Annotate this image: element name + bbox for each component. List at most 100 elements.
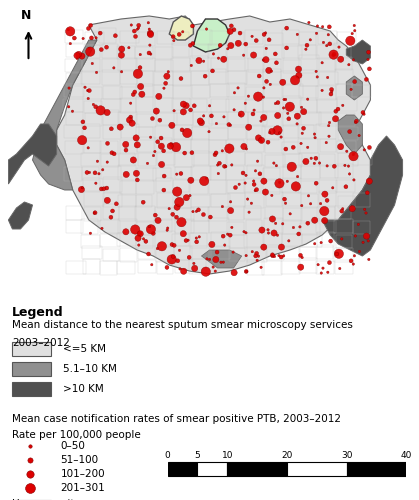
Point <box>290 224 297 232</box>
Point <box>266 129 273 137</box>
Point <box>215 170 222 177</box>
Point <box>176 198 183 206</box>
Point <box>274 112 281 120</box>
Point <box>86 168 93 176</box>
Bar <box>192 86 210 98</box>
Bar <box>174 110 193 124</box>
Bar <box>172 234 189 246</box>
Bar <box>283 84 303 98</box>
Point <box>190 208 197 216</box>
Bar <box>192 150 209 164</box>
Point <box>297 252 304 260</box>
Point <box>290 144 297 152</box>
Point <box>298 202 305 209</box>
Point <box>132 226 139 234</box>
Point <box>203 25 210 33</box>
Point <box>256 72 263 80</box>
Bar <box>283 165 301 180</box>
Bar <box>262 260 282 275</box>
Bar <box>316 218 336 234</box>
Point <box>285 237 292 245</box>
Point <box>99 166 106 174</box>
Point <box>361 206 368 214</box>
Point <box>240 169 246 177</box>
Point <box>366 177 372 185</box>
Bar <box>155 60 173 72</box>
Bar <box>353 194 370 207</box>
Bar <box>335 70 353 84</box>
Bar <box>83 87 102 99</box>
Bar <box>191 70 209 86</box>
Point <box>185 236 191 244</box>
Point <box>336 250 342 258</box>
Bar <box>191 166 211 180</box>
Bar <box>210 166 226 180</box>
Bar <box>319 192 336 205</box>
Point <box>85 94 92 102</box>
Bar <box>103 248 119 261</box>
Bar <box>136 236 153 248</box>
Bar <box>191 206 210 220</box>
Point <box>330 50 337 58</box>
Bar <box>83 178 101 192</box>
Point <box>253 250 260 258</box>
Point <box>265 138 272 146</box>
Point <box>265 226 272 234</box>
Bar <box>300 73 318 86</box>
Point <box>274 98 281 106</box>
Bar <box>84 45 100 58</box>
Point <box>292 182 299 190</box>
Bar <box>245 153 262 166</box>
Point <box>348 257 354 265</box>
Point <box>131 27 138 35</box>
Point <box>153 107 160 115</box>
Point <box>84 168 91 176</box>
Point <box>280 104 287 112</box>
Bar <box>174 246 192 260</box>
Polygon shape <box>194 19 230 52</box>
Point <box>158 134 164 142</box>
Bar <box>248 58 264 72</box>
Point <box>297 223 303 231</box>
Point <box>252 252 259 260</box>
Bar <box>209 180 226 194</box>
Point <box>227 121 234 129</box>
Point <box>89 60 96 68</box>
Point <box>219 202 226 210</box>
Point <box>219 147 226 155</box>
Bar <box>157 261 173 274</box>
Bar <box>301 112 321 125</box>
Point <box>178 170 184 177</box>
Point <box>149 114 156 122</box>
Point <box>281 96 287 104</box>
Point <box>132 88 138 96</box>
Point <box>111 64 117 72</box>
Bar <box>283 208 302 221</box>
Point <box>212 256 219 264</box>
Bar <box>65 73 82 86</box>
Point <box>154 138 161 146</box>
Bar <box>228 126 246 139</box>
Point <box>170 32 176 40</box>
Bar <box>135 222 154 235</box>
Point <box>243 252 249 260</box>
Point <box>163 72 170 80</box>
Bar <box>138 154 155 166</box>
Point <box>258 138 265 145</box>
Point <box>248 200 255 207</box>
Point <box>326 258 333 266</box>
Point <box>231 89 238 97</box>
Point <box>278 253 285 261</box>
Point <box>118 68 125 76</box>
Point <box>295 65 302 73</box>
Point <box>339 235 345 243</box>
Point <box>254 256 261 264</box>
Text: Kilometers: Kilometers <box>418 464 419 474</box>
Bar <box>316 86 336 100</box>
Point <box>81 124 88 132</box>
Bar <box>211 58 228 72</box>
Point <box>285 110 291 118</box>
Point <box>91 209 98 217</box>
Point <box>333 108 339 116</box>
Point <box>168 256 175 264</box>
